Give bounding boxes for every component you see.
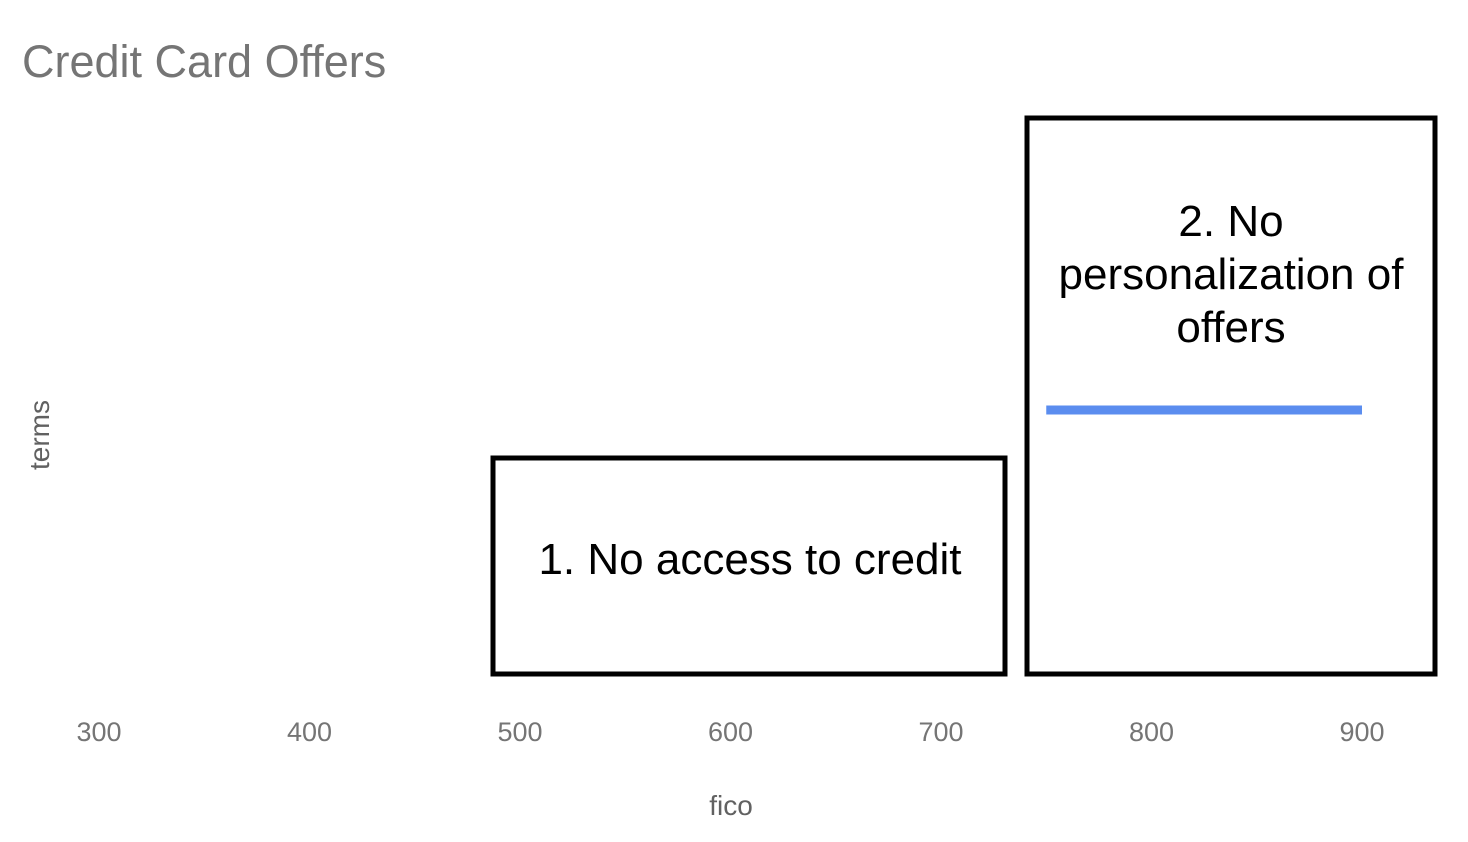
x-tick-400: 400 bbox=[287, 717, 332, 747]
x-tick-800: 800 bbox=[1129, 717, 1174, 747]
annotation-boxes bbox=[490, 115, 1438, 677]
x-tick-700: 700 bbox=[918, 717, 963, 747]
x-axis-label: fico bbox=[709, 790, 753, 821]
annotation-no-access-to-credit: 1. No access to credit bbox=[538, 535, 962, 584]
x-tick-600: 600 bbox=[708, 717, 753, 747]
annotation-box-1 bbox=[490, 455, 1008, 677]
chart-title: Credit Card Offers bbox=[22, 36, 387, 87]
annotation-box-2 bbox=[1024, 115, 1438, 677]
x-tick-500: 500 bbox=[497, 717, 542, 747]
x-tick-900: 900 bbox=[1339, 717, 1384, 747]
annotation-no-personalization: 2. No personalization of offers bbox=[1058, 197, 1404, 352]
x-axis-ticks: 300 400 500 600 700 800 900 bbox=[76, 717, 1384, 747]
x-tick-300: 300 bbox=[76, 717, 121, 747]
